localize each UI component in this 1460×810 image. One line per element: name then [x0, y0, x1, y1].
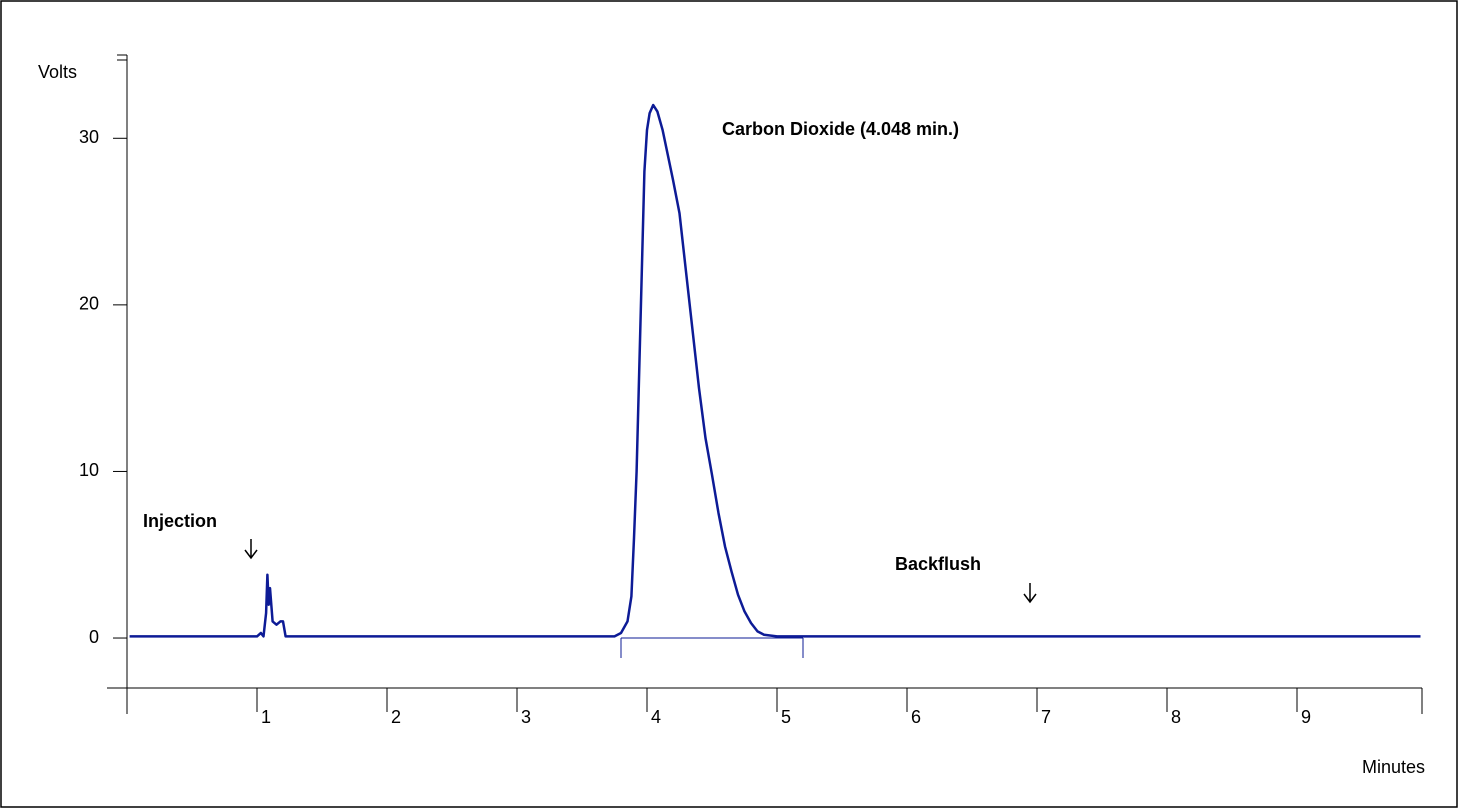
x-tick-label: 3	[521, 707, 531, 727]
x-tick-label: 2	[391, 707, 401, 727]
annotation: Injection	[143, 511, 217, 531]
y-tick-label: 0	[89, 627, 99, 647]
x-tick-label: 8	[1171, 707, 1181, 727]
arrow	[244, 539, 258, 560]
x-tick-label: 9	[1301, 707, 1311, 727]
x-tick-label: 5	[781, 707, 791, 727]
annotation: Carbon Dioxide (4.048 min.)	[722, 119, 959, 139]
x-tick-label: 6	[911, 707, 921, 727]
x-tick-label: 1	[261, 707, 271, 727]
chromatogram-line	[129, 103, 1421, 638]
x-tick-label: 4	[651, 707, 661, 727]
arrow	[1023, 583, 1037, 604]
y-tick-label: 30	[79, 127, 99, 147]
x-axis-label: Minutes	[1362, 757, 1425, 777]
y-tick-label: 20	[79, 294, 99, 314]
x-tick-label: 7	[1041, 707, 1051, 727]
y-tick-label: 10	[79, 460, 99, 480]
y-axis-label: Volts	[38, 62, 77, 82]
annotation: Backflush	[895, 554, 981, 574]
